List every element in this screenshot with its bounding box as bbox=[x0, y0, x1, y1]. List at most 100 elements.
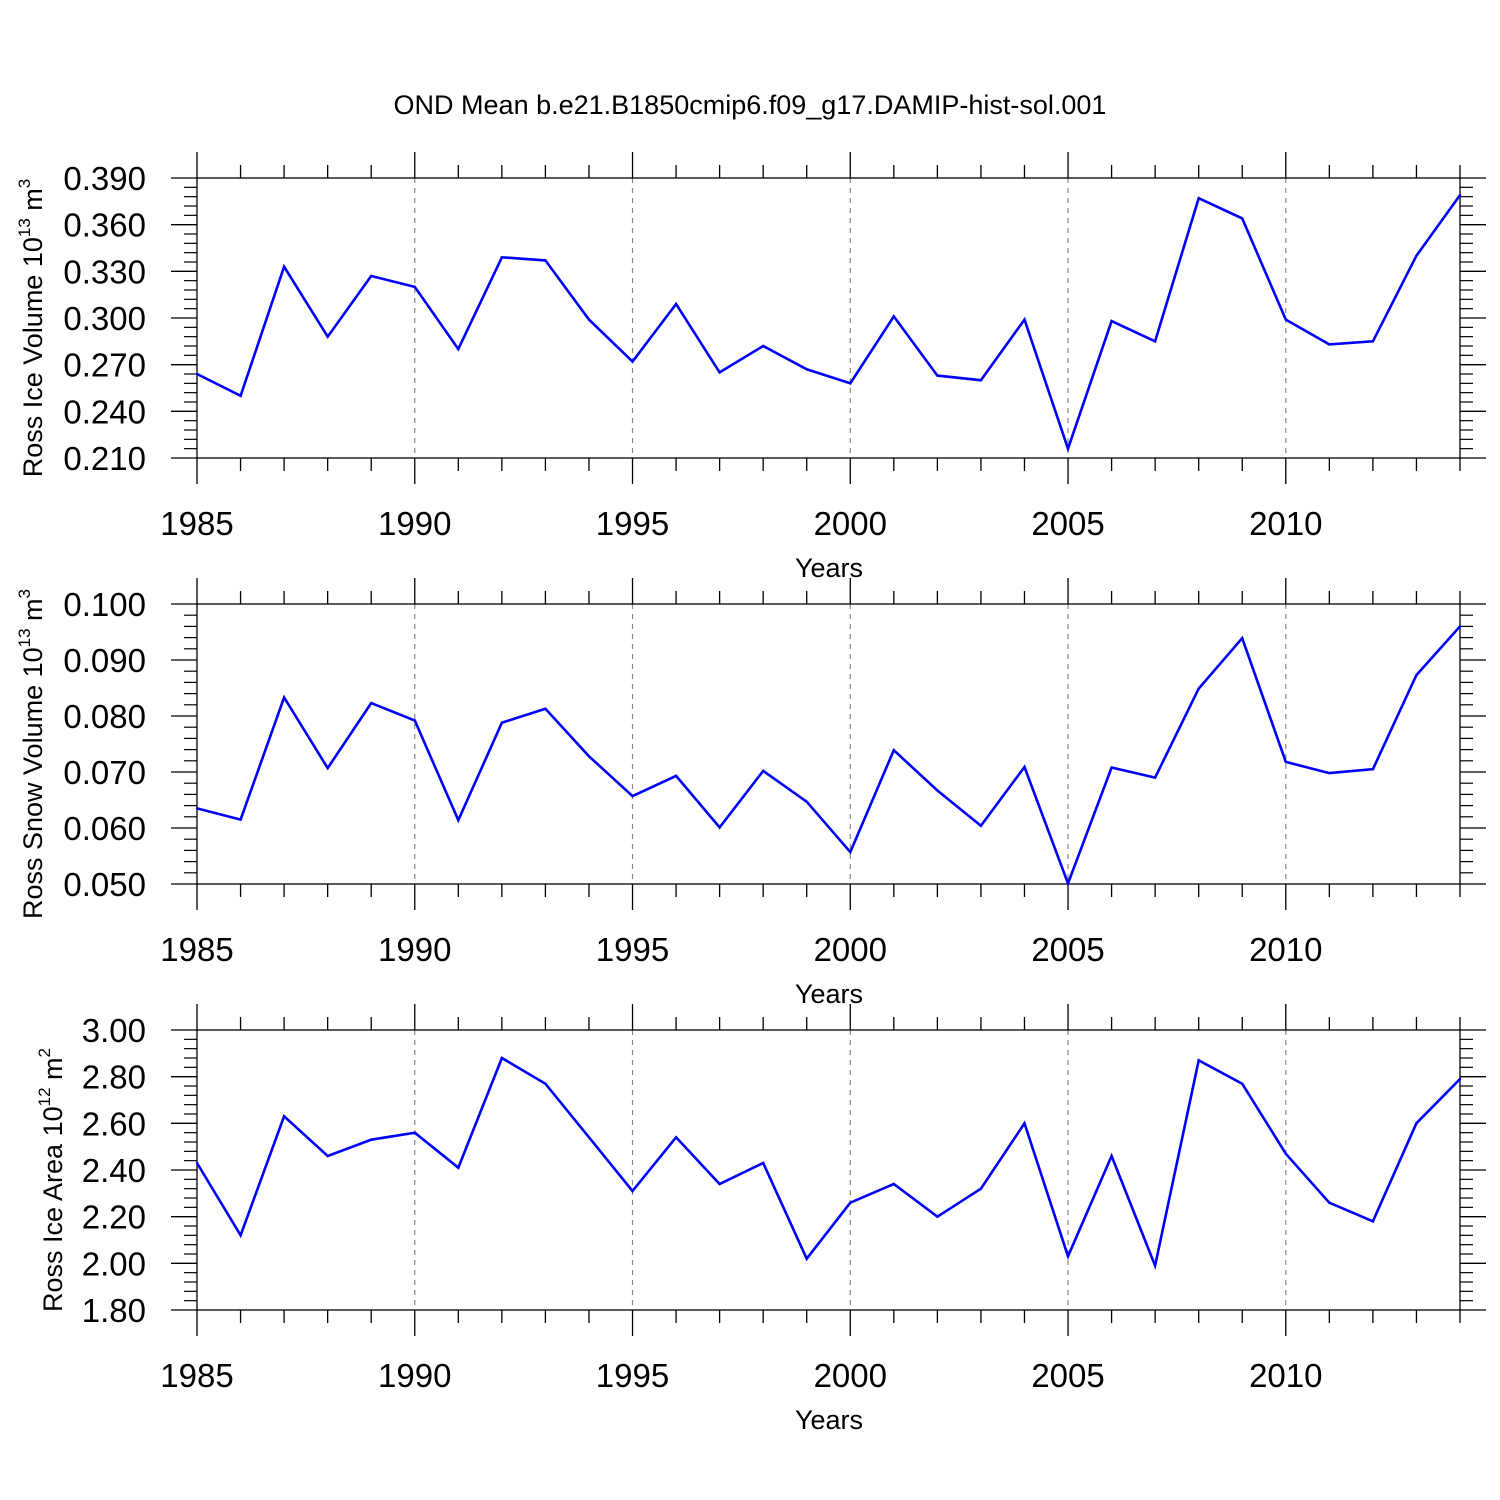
data-point bbox=[761, 344, 765, 348]
data-point bbox=[587, 318, 591, 321]
data-point bbox=[370, 1138, 373, 1141]
data-point bbox=[239, 1234, 242, 1237]
data-point bbox=[631, 360, 634, 363]
data-point bbox=[1241, 217, 1244, 220]
y-tick-label: 0.090 bbox=[63, 642, 146, 679]
data-point bbox=[718, 1182, 721, 1186]
data-point bbox=[1415, 254, 1418, 257]
y-tick-label: 0.330 bbox=[63, 253, 146, 290]
data-point bbox=[1023, 1122, 1026, 1125]
y-tick-label: 2.40 bbox=[82, 1152, 146, 1189]
data-point bbox=[1241, 636, 1244, 640]
data-point bbox=[457, 1166, 460, 1169]
data-point bbox=[413, 285, 416, 289]
data-point bbox=[1328, 343, 1331, 346]
data-point bbox=[805, 1257, 808, 1260]
x-tick-label: 1990 bbox=[378, 505, 451, 542]
data-point bbox=[1023, 318, 1026, 321]
series-line bbox=[195, 1056, 1461, 1271]
series-line bbox=[196, 194, 1462, 453]
x-tick-label: 2005 bbox=[1031, 1357, 1104, 1394]
x-tick-label: 1990 bbox=[378, 1357, 451, 1394]
data-point bbox=[587, 755, 591, 758]
y-tick-label: 0.070 bbox=[63, 754, 146, 791]
data-point bbox=[282, 265, 286, 268]
y-tick-label: 0.210 bbox=[63, 440, 146, 477]
data-point bbox=[718, 371, 721, 374]
y-tick-label: 0.080 bbox=[63, 698, 146, 735]
data-point bbox=[282, 1115, 286, 1118]
data-point bbox=[761, 1161, 765, 1165]
panel-ross-snow-volume: 1985 1990 1995 2000 2005 2010 Years 0.050 0.060 0… bbox=[15, 578, 1486, 1009]
x-tick-label: 2005 bbox=[1031, 505, 1104, 542]
data-point bbox=[936, 374, 939, 377]
plot-frame bbox=[196, 603, 1461, 885]
x-tick-label: 1985 bbox=[160, 931, 233, 968]
data-point bbox=[979, 379, 983, 382]
data-point bbox=[1153, 340, 1157, 343]
x-tick-label: 2000 bbox=[814, 1357, 887, 1394]
x-axis-label: Years bbox=[795, 553, 863, 583]
data-point bbox=[674, 302, 678, 306]
data-point bbox=[1458, 193, 1462, 197]
panel-ross-ice-area: 1985 1990 1995 2000 2005 2010 Years 1.80 2.00 2.2… bbox=[35, 1004, 1486, 1435]
data-point bbox=[936, 789, 939, 792]
y-tick-label: 0.390 bbox=[63, 160, 146, 197]
data-point bbox=[805, 800, 808, 803]
data-point bbox=[1415, 673, 1418, 677]
panel-ross-ice-volume: 1985 1990 1995 2000 2005 2010 Years 0.210 0.240 0… bbox=[15, 152, 1486, 583]
y-tick-label: 0.270 bbox=[63, 347, 146, 384]
data-point bbox=[326, 1154, 329, 1158]
data-point bbox=[457, 347, 460, 351]
data-point bbox=[1110, 319, 1113, 323]
x-tick-label: 2005 bbox=[1031, 931, 1104, 968]
x-tick-label: 1985 bbox=[160, 1357, 233, 1394]
data-point bbox=[849, 382, 852, 385]
data-point bbox=[1197, 197, 1200, 200]
data-point bbox=[1110, 766, 1113, 769]
data-point bbox=[370, 701, 373, 705]
y-axis-label: Ross Snow Volume 1013 m3 bbox=[15, 589, 48, 919]
data-point bbox=[1153, 1264, 1157, 1267]
y-tick-label: 2.00 bbox=[82, 1245, 146, 1282]
data-point bbox=[1241, 1082, 1244, 1085]
y-tick-label: 0.300 bbox=[63, 300, 146, 337]
data-point bbox=[1110, 1154, 1113, 1158]
x-tick-label: 1995 bbox=[596, 505, 669, 542]
data-point bbox=[1197, 687, 1200, 690]
y-axis-label: Ross Ice Volume 1013 m3 bbox=[15, 179, 48, 478]
data-point bbox=[1153, 776, 1157, 779]
data-point bbox=[1023, 765, 1026, 769]
data-point bbox=[718, 826, 721, 829]
plot-frame bbox=[196, 1029, 1461, 1311]
data-point bbox=[892, 1182, 896, 1186]
series-line bbox=[196, 625, 1461, 888]
data-point bbox=[1284, 318, 1287, 321]
data-point bbox=[1284, 1152, 1287, 1155]
y-tick-label: 2.80 bbox=[82, 1059, 146, 1096]
x-tick-label: 1995 bbox=[596, 1357, 669, 1394]
data-point bbox=[1066, 882, 1070, 885]
y-tick-label: 0.240 bbox=[63, 393, 146, 430]
data-point bbox=[1371, 768, 1375, 771]
data-point bbox=[370, 274, 373, 278]
y-axis-label: Ross Ice Area 1012 m2 bbox=[35, 1048, 68, 1312]
x-axis-label: Years bbox=[795, 1405, 863, 1435]
data-point bbox=[631, 794, 634, 798]
x-tick-label: 1985 bbox=[160, 505, 233, 542]
x-axis-label: Years bbox=[795, 979, 863, 1009]
data-point bbox=[979, 824, 983, 827]
data-point bbox=[1066, 447, 1070, 450]
data-point bbox=[282, 696, 286, 699]
data-point bbox=[239, 394, 242, 397]
data-point bbox=[849, 1201, 852, 1204]
y-tick-label: 0.050 bbox=[63, 866, 146, 903]
data-point bbox=[1415, 1122, 1418, 1125]
y-tick-label: 2.20 bbox=[82, 1199, 146, 1236]
data-point bbox=[1458, 625, 1462, 628]
data-point bbox=[195, 807, 199, 810]
data-point bbox=[1371, 1220, 1375, 1223]
data-point bbox=[849, 850, 852, 854]
y-tick-label: 2.60 bbox=[82, 1105, 146, 1142]
x-tick-label: 2010 bbox=[1249, 931, 1322, 968]
